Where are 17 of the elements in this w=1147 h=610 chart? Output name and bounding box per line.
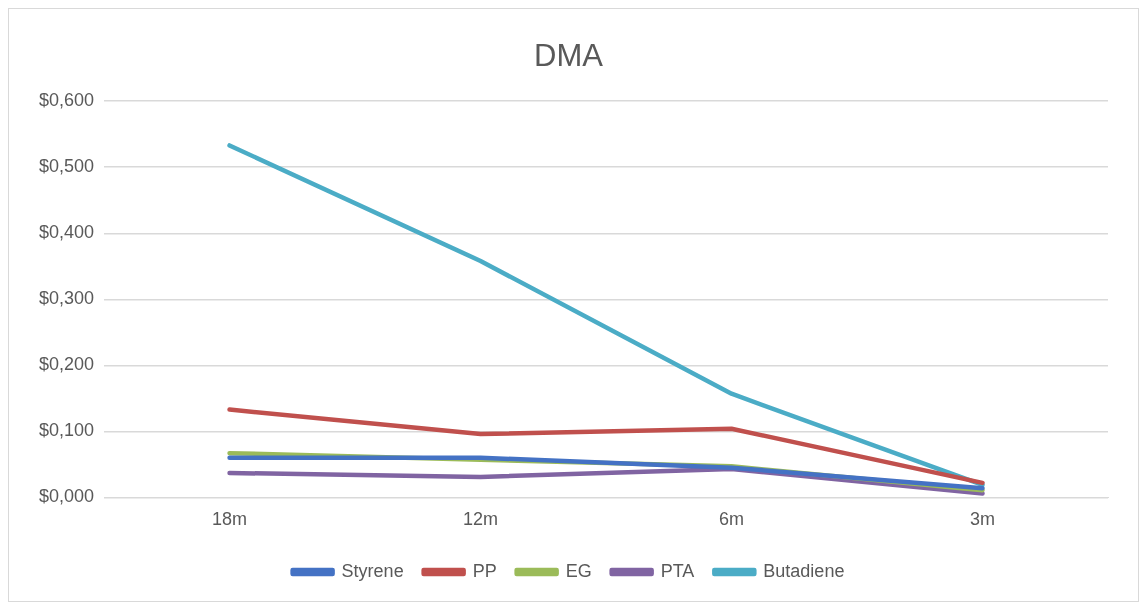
x-tick-label: 18m xyxy=(212,509,248,530)
x-tick-label: 6m xyxy=(719,509,745,530)
legend-label: EG xyxy=(565,560,592,581)
legend-label: Styrene xyxy=(341,560,404,581)
chart-title: DMA xyxy=(534,38,604,74)
y-tick-label: $0,300 xyxy=(38,288,95,309)
y-tick-label: $0,500 xyxy=(38,156,95,177)
x-tick-label: 3m xyxy=(970,509,996,530)
y-tick-label: $0,000 xyxy=(38,486,95,507)
x-tick-label: 12m xyxy=(463,509,499,530)
y-tick-label: $0,100 xyxy=(38,420,95,441)
y-tick-label: $0,600 xyxy=(38,90,95,111)
y-tick-label: $0,400 xyxy=(38,222,95,243)
legend-label: PP xyxy=(472,560,497,581)
y-tick-label: $0,200 xyxy=(38,354,95,375)
legend-label: PTA xyxy=(660,560,695,581)
legend-label: Butadiene xyxy=(763,560,845,581)
